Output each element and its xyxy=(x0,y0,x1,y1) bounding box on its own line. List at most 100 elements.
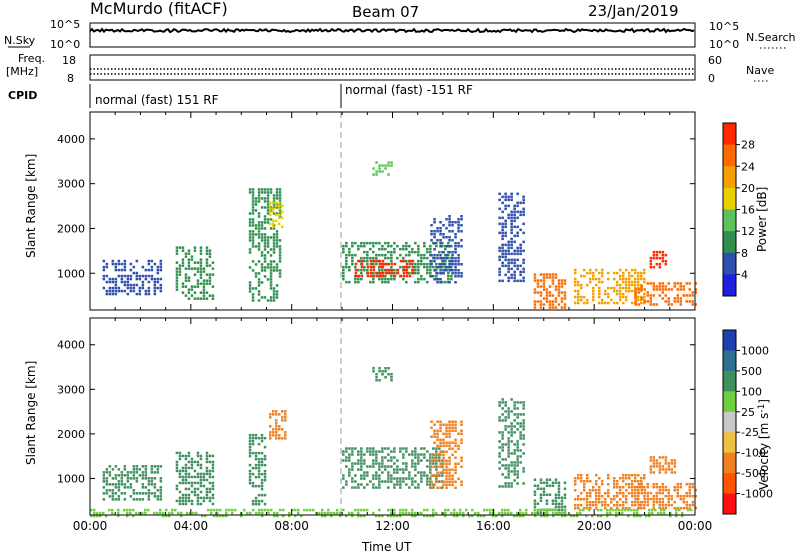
data-cell xyxy=(351,447,354,450)
data-cell xyxy=(501,398,504,401)
data-cell xyxy=(132,514,135,518)
data-cell xyxy=(513,470,516,473)
y-tick-label: 4000 xyxy=(57,133,85,146)
data-cell xyxy=(363,486,366,489)
data-cell xyxy=(381,280,384,284)
data-cell xyxy=(445,477,448,480)
data-cell xyxy=(522,207,525,211)
data-cell xyxy=(402,471,405,474)
data-cell xyxy=(574,489,577,492)
data-cell xyxy=(257,227,261,230)
data-cell xyxy=(507,449,510,452)
data-cell xyxy=(561,514,564,518)
data-cell xyxy=(504,192,507,196)
data-cell xyxy=(351,241,354,245)
data-cell xyxy=(691,482,694,486)
data-cell xyxy=(676,288,679,291)
data-cell xyxy=(345,241,348,245)
data-cell xyxy=(661,250,665,254)
data-cell xyxy=(640,500,643,504)
data-cell xyxy=(430,435,433,438)
data-cell xyxy=(637,291,640,294)
data-cell xyxy=(393,247,396,251)
data-cell xyxy=(175,288,179,291)
data-cell xyxy=(196,502,200,506)
data-cell xyxy=(117,289,121,293)
data-cell xyxy=(636,508,639,512)
data-cell xyxy=(504,222,507,226)
data-cell xyxy=(634,489,637,492)
data-cell xyxy=(691,494,694,498)
data-cell xyxy=(433,435,436,438)
data-cell xyxy=(619,277,622,281)
data-cell xyxy=(275,419,278,422)
data-cell xyxy=(193,469,197,473)
data-cell xyxy=(411,450,414,453)
data-cell xyxy=(414,514,417,518)
data-cell xyxy=(266,218,270,221)
data-cell xyxy=(184,279,188,282)
data-cell xyxy=(577,298,580,302)
data-cell xyxy=(199,252,203,255)
data-cell xyxy=(366,483,369,486)
data-cell xyxy=(254,436,258,440)
data-cell xyxy=(378,465,381,468)
data-cell xyxy=(260,206,264,209)
data-cell xyxy=(554,499,558,502)
data-cell xyxy=(555,508,558,512)
data-cell xyxy=(542,493,546,496)
data-cell xyxy=(616,495,619,498)
data-cell xyxy=(513,404,516,407)
data-cell xyxy=(216,508,219,512)
data-cell xyxy=(522,267,525,271)
data-cell xyxy=(396,256,399,260)
data-cell xyxy=(144,474,148,477)
data-cell xyxy=(522,467,525,470)
data-cell xyxy=(604,501,607,504)
data-cell xyxy=(372,459,375,462)
data-cell xyxy=(600,508,603,512)
data-cell xyxy=(175,273,179,276)
data-cell xyxy=(444,259,447,263)
data-cell xyxy=(396,268,400,272)
data-cell xyxy=(393,241,396,245)
data-cell xyxy=(522,422,525,425)
data-cell xyxy=(448,477,451,480)
data-cell xyxy=(652,500,655,504)
data-cell xyxy=(664,462,668,465)
data-cell xyxy=(439,257,442,260)
data-cell xyxy=(193,267,197,270)
data-cell xyxy=(451,257,454,260)
data-cell xyxy=(435,462,438,465)
data-cell xyxy=(348,280,351,284)
data-cell xyxy=(387,280,390,284)
data-cell xyxy=(504,464,507,467)
data-cell xyxy=(694,506,697,510)
nave-label: Nave xyxy=(746,64,774,77)
data-cell xyxy=(120,480,124,483)
data-cell xyxy=(457,462,460,465)
data-cell xyxy=(254,227,258,230)
data-cell xyxy=(501,413,504,416)
data-cell xyxy=(105,280,109,284)
data-cell xyxy=(266,206,270,209)
data-cell xyxy=(390,456,393,459)
data-cell xyxy=(450,511,453,515)
data-cell xyxy=(510,464,513,467)
data-cell xyxy=(675,508,678,512)
data-cell xyxy=(342,453,345,456)
data-cell xyxy=(543,514,546,518)
data-cell xyxy=(423,244,426,248)
data-cell xyxy=(444,514,447,518)
data-cell xyxy=(498,246,501,250)
data-cell xyxy=(454,420,457,423)
data-cell xyxy=(616,483,619,486)
data-cell xyxy=(402,468,405,471)
data-cell xyxy=(411,247,414,251)
data-cell xyxy=(99,511,102,515)
data-cell xyxy=(637,274,640,278)
data-cell xyxy=(105,492,109,495)
data-cell xyxy=(390,268,394,272)
data-cell xyxy=(175,499,179,503)
data-cell xyxy=(114,289,118,293)
